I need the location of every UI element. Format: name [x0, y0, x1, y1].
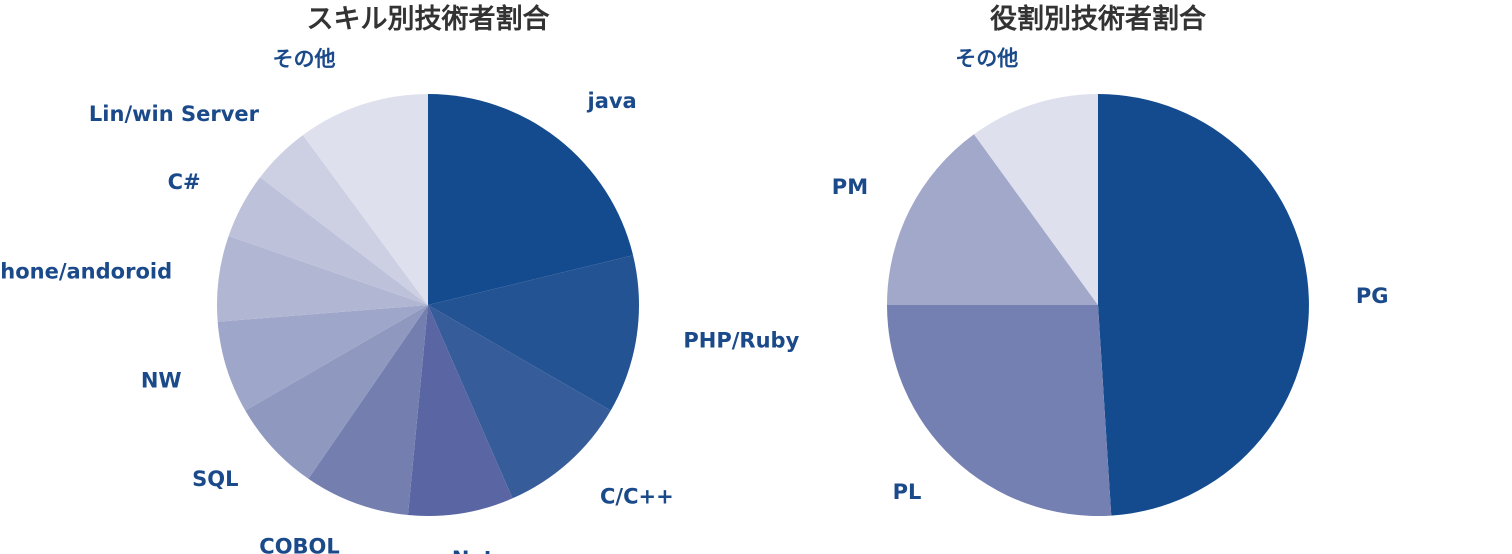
role-slice-pm — [887, 134, 1098, 305]
skill-chart-title: スキル別技術者割合 — [307, 3, 550, 35]
skill-pie-labels: java PHP/Ruby C/C++ .Net COBOL SQL NW iPhone/an… — [0, 47, 800, 554]
skill-label-nw: NW — [141, 369, 182, 393]
role-slice-pg — [1098, 94, 1309, 516]
skill-slice-nw — [217, 305, 428, 411]
role-slice-pl — [887, 305, 1112, 516]
skill-slice-iphone-andoroid — [216, 235, 428, 322]
skill-pie-slices — [216, 94, 639, 516]
role-label-pl: PL — [893, 480, 922, 504]
skill-slice-c — [228, 177, 428, 305]
skill-pie-chart: スキル別技術者割合 java PHP/Ruby C/C++ .Net COBOL SQL N… — [0, 3, 800, 554]
role-label-pm: PM — [832, 175, 868, 199]
role-pie-slices — [887, 94, 1309, 516]
role-pie-chart: 役割別技術者割合 PG PL PM その他 — [832, 3, 1389, 516]
skill-label-other-10: その他 — [273, 47, 336, 71]
skill-label-c: C# — [168, 170, 201, 194]
skill-label-net: .Net — [444, 547, 494, 554]
skill-slice-java — [428, 94, 634, 305]
skill-label-php-ruby: PHP/Ruby — [683, 329, 799, 353]
skill-label-lin-win-server: Lin/win Server — [89, 102, 260, 126]
skill-label-iphone-andoroid: iPhone/andoroid — [0, 259, 172, 283]
skill-slice-php-ruby — [428, 255, 639, 411]
skill-label-c-c: C/C++ — [600, 484, 674, 508]
role-label-pg: PG — [1356, 284, 1389, 308]
skill-slice-other-10 — [302, 94, 428, 305]
role-pie-labels: PG PL PM その他 — [832, 47, 1389, 505]
skill-slice-net — [407, 305, 513, 516]
skill-label-cobol: COBOL — [259, 534, 340, 554]
role-chart-title: 役割別技術者割合 — [990, 3, 1206, 35]
role-label-other-3: その他 — [955, 47, 1018, 71]
skill-slice-sql — [245, 305, 428, 479]
skill-slice-lin-win-server — [260, 135, 428, 305]
role-slice-other-3 — [973, 94, 1098, 305]
skill-slice-c-c — [428, 305, 611, 499]
skill-label-java: java — [587, 89, 637, 113]
skill-label-sql: SQL — [192, 467, 238, 491]
skill-slice-cobol — [308, 305, 428, 516]
